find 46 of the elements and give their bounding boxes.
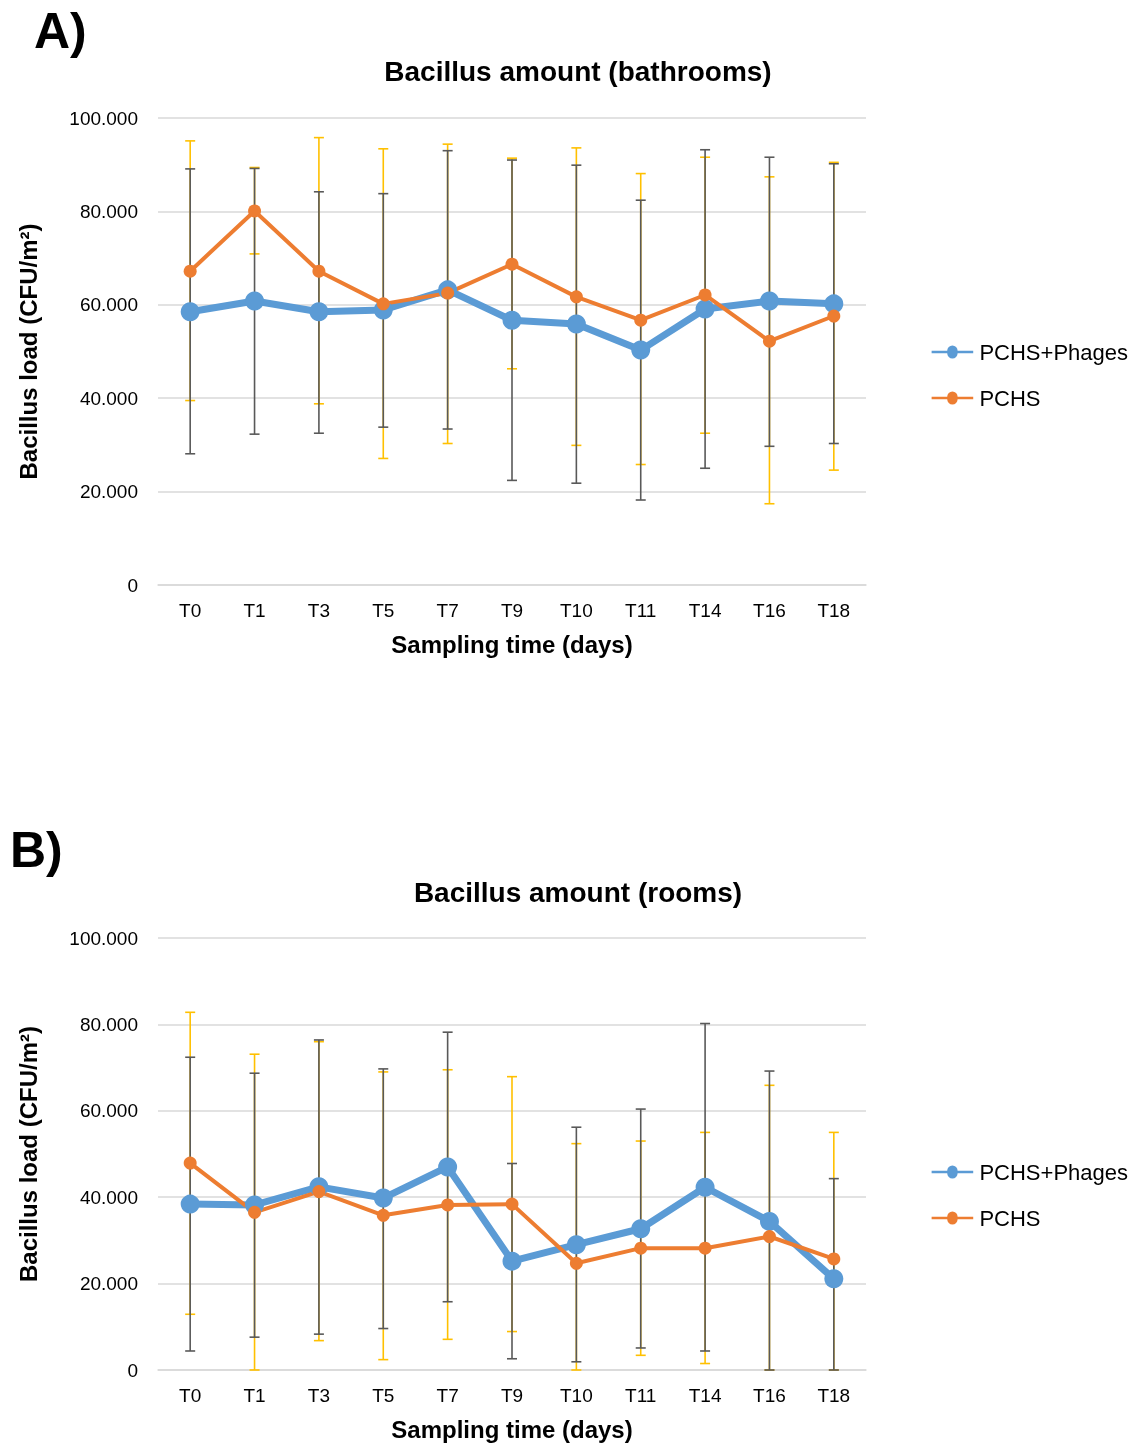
y-axis-title: Bacillus load (CFU/m²) bbox=[14, 223, 42, 480]
x-tick-label: T1 bbox=[243, 1385, 266, 1406]
x-tick-label: T9 bbox=[500, 1385, 524, 1406]
text: B) bbox=[10, 822, 63, 878]
x-tick-label: T5 bbox=[372, 600, 395, 621]
y-tick-label: 100.000 bbox=[69, 107, 138, 129]
x-tick-label: T14 bbox=[688, 600, 722, 621]
x-tick-label: T3 bbox=[307, 1385, 330, 1406]
y-tick-label: 0 bbox=[127, 574, 138, 596]
x-tick-label: T3 bbox=[307, 600, 330, 621]
x-tick-label: T10 bbox=[559, 1385, 593, 1406]
y-tick-label: 60.000 bbox=[79, 294, 138, 316]
y-tick-label: 80.000 bbox=[79, 1013, 138, 1035]
x-tick-label: T7 bbox=[436, 600, 459, 621]
y-tick-label: 40.000 bbox=[79, 1186, 138, 1208]
chart-title: Bacillus amount (rooms) bbox=[413, 876, 743, 908]
y-tick-label: 40.000 bbox=[79, 387, 138, 409]
x-tick-label: T16 bbox=[753, 1385, 786, 1406]
y-tick-label: 20.000 bbox=[79, 1273, 138, 1295]
x-tick-label: T5 bbox=[372, 1385, 395, 1406]
text: A) bbox=[34, 3, 87, 59]
legend-label: PCHS+Phages bbox=[979, 1159, 1129, 1185]
x-tick-label: T16 bbox=[753, 600, 786, 621]
y-tick-label: 80.000 bbox=[79, 200, 138, 222]
y-tick-label: 0 bbox=[127, 1359, 138, 1381]
x-axis-title: Sampling time (days) bbox=[391, 630, 633, 658]
x-tick-label: T7 bbox=[436, 1385, 459, 1406]
x-tick-label: T0 bbox=[179, 1385, 202, 1406]
x-tick-label: T9 bbox=[500, 600, 524, 621]
chart-title: Bacillus amount (bathrooms) bbox=[384, 55, 772, 87]
x-tick-label: T1 bbox=[243, 600, 266, 621]
x-tick-label: T18 bbox=[817, 1385, 851, 1406]
x-tick-label: T0 bbox=[179, 600, 202, 621]
x-tick-label: T14 bbox=[688, 1385, 722, 1406]
x-tick-label: T18 bbox=[817, 600, 851, 621]
x-axis-title: Sampling time (days) bbox=[391, 1415, 633, 1443]
x-tick-label: T10 bbox=[559, 600, 593, 621]
legend-label: PCHS bbox=[979, 1205, 1041, 1231]
y-tick-label: 20.000 bbox=[79, 481, 138, 503]
y-tick-label: 100.000 bbox=[69, 927, 138, 949]
x-tick-label: T11 bbox=[625, 1385, 657, 1406]
x-tick-label: T11 bbox=[625, 600, 657, 621]
y-tick-label: 60.000 bbox=[79, 1100, 138, 1122]
legend-label: PCHS+Phages bbox=[979, 339, 1129, 365]
legend-label: PCHS bbox=[979, 385, 1041, 411]
y-axis-title: Bacillus load (CFU/m²) bbox=[14, 1025, 42, 1283]
